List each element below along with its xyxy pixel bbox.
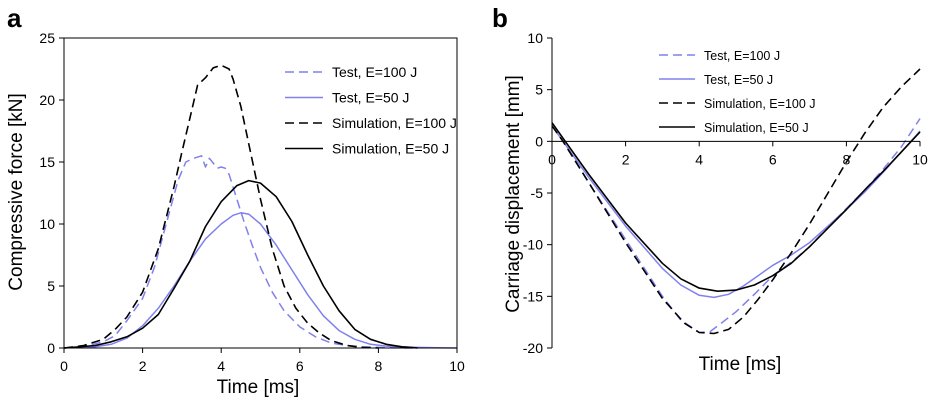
panel-a-series-lines — [63, 64, 458, 349]
y-tick-label: 5 — [47, 278, 55, 294]
panel-a-axes-frame — [63, 37, 458, 349]
panel-b: b -20 -15 -10 -5 0 5 10 0 2 4 6 8 10 Time [ms] Carr… — [492, 3, 928, 375]
legend-label-test-e-50-j: Test, E=50 J — [332, 90, 409, 106]
y-tick-label: 5 — [535, 82, 543, 98]
series-line-test-e-100-j — [551, 118, 921, 334]
legend-label-test-e-100-j: Test, E=100 J — [704, 49, 780, 63]
panel-b-series-lines — [551, 68, 921, 335]
legend-label-simulation-e-50-j: Simulation, E=50 J — [332, 141, 449, 157]
y-tick-label: 10 — [39, 216, 55, 232]
x-tick-label: 2 — [622, 151, 630, 167]
y-tick-label: 25 — [39, 30, 55, 46]
y-tick-label: 20 — [39, 92, 55, 108]
panel-a: a 0 5 10 15 20 25 0 2 4 6 8 10 Time [ms] Compressi… — [6, 3, 465, 398]
y-tick-label: -10 — [523, 237, 543, 253]
legend-label-simulation-e-100-j: Simulation, E=100 J — [704, 97, 816, 111]
x-tick-label: 0 — [548, 151, 556, 167]
y-tick-label: -5 — [531, 185, 544, 201]
legend-label-test-e-50-j: Test, E=50 J — [704, 73, 773, 87]
x-tick-label: 6 — [296, 358, 304, 374]
series-line-simulation-e-50-j — [551, 122, 921, 293]
panel-label-b: b — [492, 3, 508, 33]
legend-label-test-e-100-j: Test, E=100 J — [332, 64, 417, 80]
x-tick-label: 4 — [695, 151, 703, 167]
panel-a-x-axis-title: Time [ms] — [217, 377, 300, 398]
panel-b-y-ticks: -20 -15 -10 -5 0 5 10 — [523, 30, 552, 356]
y-tick-label: 0 — [47, 340, 55, 356]
x-tick-label: 10 — [449, 358, 465, 374]
series-line-simulation-e-100-j — [63, 64, 379, 349]
x-tick-label: 10 — [912, 151, 928, 167]
x-tick-label: 8 — [375, 358, 383, 374]
y-tick-label: 15 — [39, 154, 55, 170]
y-tick-label: -15 — [523, 288, 543, 304]
x-tick-label: 6 — [769, 151, 777, 167]
panel-a-y-axis-title: Compressive force [kN] — [6, 93, 27, 290]
series-line-test-e-50-j — [63, 212, 458, 349]
x-tick-label: 4 — [217, 358, 225, 374]
panel-b-x-axis-title: Time [ms] — [699, 354, 782, 375]
series-line-test-e-50-j — [551, 125, 921, 299]
x-tick-label: 0 — [60, 358, 68, 374]
panel-b-y-axis-title: Carriage displacement [mm] — [503, 75, 524, 313]
y-tick-label: -20 — [523, 340, 543, 356]
y-tick-label: 0 — [535, 133, 543, 149]
x-tick-label: 2 — [139, 358, 147, 374]
legend-label-simulation-e-100-j: Simulation, E=100 J — [332, 115, 457, 131]
panel-a-plot-area: 0 5 10 15 20 25 0 2 4 6 8 10 — [39, 30, 465, 374]
panel-a-y-ticks: 0 5 10 15 20 25 — [39, 30, 64, 356]
panel-a-x-ticks: 0 2 4 6 8 10 — [60, 348, 465, 374]
panel-a-legend: Test, E=100 J Test, E=50 J Simulation, E=1… — [285, 64, 457, 157]
legend-label-simulation-e-50-j: Simulation, E=50 J — [704, 121, 809, 135]
panel-b-plot-area: -20 -15 -10 -5 0 5 10 0 2 4 6 8 10 — [523, 30, 928, 356]
series-line-simulation-e-100-j — [551, 68, 921, 335]
series-line-test-e-100-j — [63, 155, 418, 349]
panel-b-x-ticks: 0 2 4 6 8 10 — [548, 141, 928, 167]
panel-label-a: a — [7, 3, 22, 33]
x-tick-label: 8 — [843, 151, 851, 167]
y-tick-label: 10 — [527, 30, 543, 46]
series-line-simulation-e-50-j — [63, 179, 418, 349]
panel-b-legend: Test, E=100 J Test, E=50 J Simulation, E=1… — [659, 49, 816, 135]
